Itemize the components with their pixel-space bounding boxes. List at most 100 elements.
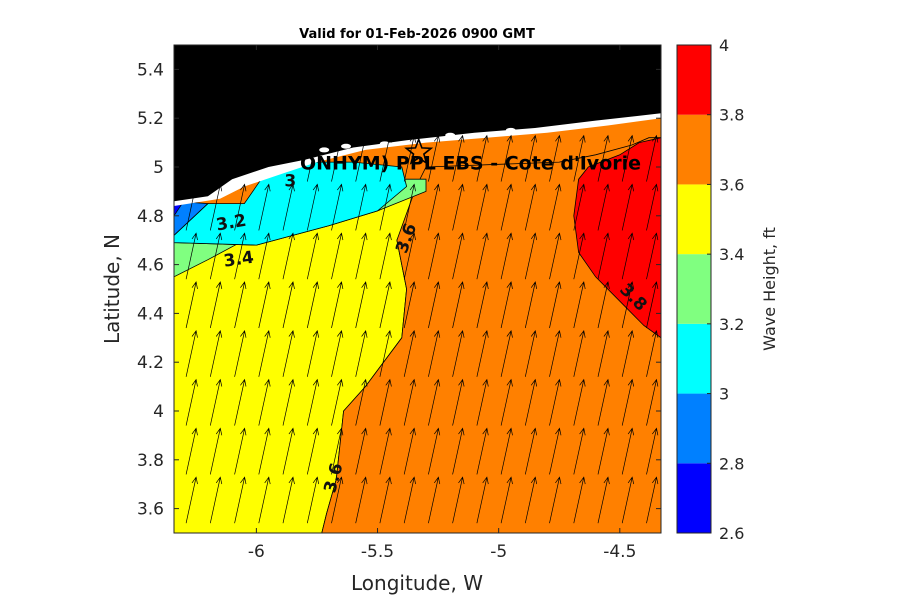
wave-arrow (234, 329, 247, 377)
wave-arrow (597, 281, 610, 329)
wave-arrow (306, 329, 320, 377)
contour-region-3-8 (573, 137, 661, 339)
x-tick-label: -4.5 (603, 542, 636, 562)
wave-arrow (500, 134, 513, 182)
wave-arrow (524, 329, 538, 377)
wave-arrow (524, 232, 538, 280)
wave-arrow (549, 427, 562, 475)
wave-arrow (597, 134, 610, 182)
wave-arrow (573, 183, 586, 231)
wave-arrow (185, 476, 198, 524)
wave-arrow (476, 183, 489, 231)
wave-arrow (549, 329, 562, 377)
wave-arrow (573, 281, 586, 329)
wave-arrow (258, 329, 271, 377)
colorbar-swatch (677, 463, 711, 533)
wave-arrow (306, 281, 320, 329)
wave-arrow (209, 476, 223, 524)
wave-arrow (428, 427, 441, 475)
wave-arrow (549, 134, 562, 182)
wave-arrow (476, 281, 489, 329)
wave-arrow (185, 427, 198, 475)
wave-arrow (331, 329, 344, 377)
y-tick-label: 4 (153, 402, 164, 422)
wave-arrow (209, 427, 223, 475)
wave-arrow (428, 281, 441, 329)
x-axis-label: Longitude, W (351, 571, 483, 595)
wave-arrow (573, 378, 586, 426)
wave-arrow (331, 134, 344, 182)
wave-arrow (549, 476, 562, 524)
wave-arrow (379, 232, 392, 280)
wave-arrow (403, 134, 416, 182)
wave-arrow (403, 183, 416, 231)
wave-arrow (500, 281, 513, 329)
wave-arrow (258, 378, 271, 426)
site-label: ONHYM) PPL EBS - Cote d'Ivorie (300, 152, 641, 174)
wave-arrow (621, 281, 635, 329)
wave-arrow (331, 281, 344, 329)
x-tick-label: -6 (248, 542, 265, 562)
wave-arrow (428, 476, 441, 524)
wave-arrow (452, 476, 465, 524)
wave-arrow (403, 427, 416, 475)
site-marker: ONHYM) PPL EBS - Cote d'Ivorie (300, 137, 641, 174)
wave-arrow (646, 427, 659, 475)
wave-arrow (500, 183, 513, 231)
colorbar-tick-label: 3.2 (719, 315, 744, 334)
wave-arrow (331, 378, 344, 426)
wave-arrow (258, 183, 271, 231)
wave-arrow (258, 232, 271, 280)
colorbar-swatch (677, 323, 711, 394)
wave-arrow (621, 134, 635, 182)
wave-arrow (524, 378, 538, 426)
wave-arrow (621, 427, 635, 475)
wave-arrow (379, 476, 392, 524)
wave-arrow (452, 183, 465, 231)
contour-label: 3.4 (222, 248, 255, 272)
wave-arrow (379, 183, 392, 231)
wave-arrow (549, 232, 562, 280)
coast-islet (319, 147, 330, 153)
contour-label: 3 (284, 172, 296, 192)
wave-arrow (185, 281, 198, 329)
wave-arrow (573, 134, 586, 182)
wave-arrow (573, 232, 586, 280)
wave-arrow (428, 378, 441, 426)
y-tick-label: 3.8 (137, 451, 164, 471)
wave-arrow (500, 378, 513, 426)
wave-arrow (282, 281, 295, 329)
y-axis: 3.6 3.8 4 4.2 4.4 4.6 4.8 5 5.2 5.4 (137, 60, 661, 520)
wave-arrow (306, 378, 320, 426)
wave-arrow (428, 183, 441, 231)
wave-arrow (621, 378, 635, 426)
wave-arrow (646, 281, 659, 329)
wave-arrow (500, 476, 513, 524)
wave-arrow (646, 183, 659, 231)
wave-arrow (646, 134, 659, 182)
wave-arrow (500, 427, 513, 475)
wave-arrow (355, 378, 368, 426)
wave-arrow (234, 281, 247, 329)
colorbar: 2.6 2.8 3 3.2 3.4 3.6 3.8 4 (676, 36, 744, 543)
colorbar-tick-label: 3.6 (719, 175, 744, 194)
wave-arrow (500, 329, 513, 377)
wave-arrow (646, 232, 659, 280)
coastline (174, 45, 661, 206)
wave-arrow (621, 232, 635, 280)
x-tick-label: -5.5 (361, 542, 394, 562)
wave-arrow (331, 476, 344, 524)
wave-arrow (621, 183, 635, 231)
wave-arrow (258, 281, 271, 329)
wave-arrow (597, 329, 610, 377)
wave-arrow (331, 232, 344, 280)
wave-arrow (306, 134, 320, 182)
wave-direction-arrows (185, 134, 659, 524)
wave-arrow (573, 476, 586, 524)
wave-arrow (524, 476, 538, 524)
wave-arrow (209, 281, 223, 329)
wave-arrow (282, 427, 295, 475)
coast-islet (445, 132, 456, 138)
wave-arrow (306, 232, 320, 280)
